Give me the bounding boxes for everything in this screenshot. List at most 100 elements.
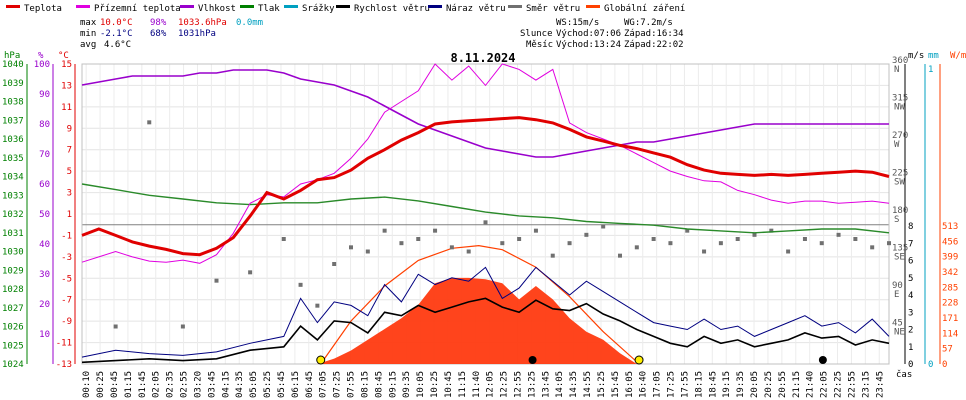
x-tick-label: 05:05: [249, 371, 259, 398]
legend-swatch-naraz-vetru: [428, 5, 442, 8]
x-tick-label: 07:25: [333, 371, 343, 398]
pressure-tick-label: 1025: [2, 341, 24, 351]
wind-direction-point: [702, 249, 707, 254]
solar-radiation-area: [317, 277, 637, 364]
legend-swatch-prizemni-teplota: [76, 5, 90, 8]
x-tick-label: 04:35: [235, 371, 245, 398]
humidity-tick-label: 80: [39, 120, 50, 130]
humidity-tick-label: 20: [39, 300, 50, 310]
legend-label-srazky: Srážky: [302, 4, 335, 14]
stats-min-label: min: [80, 29, 96, 39]
stats-avg-temp: 4.6°C: [104, 40, 131, 50]
pressure-tick-label: 1024: [2, 360, 24, 370]
wind-direction-point: [349, 245, 353, 250]
wind-tick-label: 1: [908, 343, 913, 353]
x-tick-label: 16:40: [639, 371, 649, 398]
moon-set: Západ:22:02: [624, 40, 684, 50]
wind-direction-point: [584, 232, 589, 237]
legend-swatch-tlak: [240, 5, 254, 8]
wind-direction-point: [769, 228, 774, 233]
temp-tick-label: 1: [67, 210, 72, 220]
wind-direction-point: [113, 324, 118, 329]
wind-direction-point: [887, 241, 891, 246]
ground-temperature-line: [81, 63, 890, 264]
x-tick-label: 00:25: [96, 371, 106, 398]
solar-tick-label: 228: [942, 299, 958, 309]
stats-block: max 10.0°C 98% 1033.6hPa 0.0mm min -2.1°…: [80, 18, 263, 50]
unit-pct: %: [38, 51, 44, 61]
winddir-tick-label: N: [894, 65, 899, 75]
wind-direction-point: [500, 241, 505, 246]
wind-tick-label: 8: [908, 222, 913, 232]
temp-tick-label: 3: [67, 189, 72, 199]
astro-info: WS:15m/s WG:7.2m/s Slunce Východ:07:06 Z…: [520, 18, 684, 50]
unit-mm: mm: [928, 51, 939, 61]
legend-label-globalni-zareni: Globální záření: [604, 4, 685, 14]
sun-label: Slunce: [520, 29, 553, 39]
legend-swatch-smer-vetru: [508, 5, 522, 8]
unit-degc: °C: [58, 51, 69, 61]
pressure-tick-label: 1040: [2, 60, 24, 70]
solar-tick-label: 399: [942, 253, 958, 263]
winddir-tick-label: S: [894, 215, 899, 225]
humidity-tick-label: 40: [39, 240, 50, 250]
legend-swatch-teplota: [6, 5, 20, 8]
wind-direction-point: [365, 249, 370, 254]
sun-marker: [634, 355, 644, 365]
solar-tick-label: 0: [942, 360, 947, 370]
temp-tick-label: 7: [67, 146, 72, 156]
wind-direction-point: [315, 303, 320, 308]
pressure-tick-label: 1032: [2, 210, 24, 220]
wind-direction-point: [870, 245, 875, 250]
x-tick-label: 19:15: [722, 371, 732, 398]
pressure-tick-label: 1037: [2, 116, 24, 126]
pressure-line: [81, 183, 890, 234]
unit-wm2: W/m²: [950, 51, 966, 61]
x-tick-label: 16:05: [625, 371, 635, 398]
x-tick-label: 02:05: [152, 371, 162, 398]
wind-direction-point: [550, 253, 555, 258]
legend-label-tlak: Tlak: [258, 4, 280, 14]
axis-unit-headers: hPa % °C m/s mm W/m² čas: [4, 51, 966, 380]
humidity-line: [81, 69, 889, 158]
unit-ms: m/s: [908, 51, 924, 61]
x-tick-label: 18:45: [708, 371, 718, 398]
moon-label: Měsíc: [526, 40, 553, 50]
winddir-tick-label: NE: [894, 328, 905, 338]
wind-direction-point: [517, 237, 522, 241]
solar-tick-label: 57: [942, 345, 953, 355]
x-tick-label: 13:45: [541, 371, 551, 398]
moon-marker: [528, 356, 537, 364]
x-tick-label: 05:25: [263, 371, 273, 398]
x-tick-label: 10:05: [416, 371, 426, 398]
legend: Teplota Přízemní teplota Vlhkost Tlak Sr…: [6, 4, 685, 14]
x-tick-label: 19:35: [736, 371, 746, 398]
x-tick-label: 15:25: [597, 371, 607, 398]
unit-time: čas: [896, 369, 912, 380]
winddir-tick-value: 315: [892, 94, 908, 104]
wind-ws: WS:15m/s: [556, 18, 599, 28]
x-tick-label: 17:55: [680, 371, 690, 398]
wind-direction-point: [433, 228, 438, 233]
wind-tick-label: 4: [908, 291, 913, 301]
solar-max-curve: [320, 244, 640, 365]
wind-wg: WG:7.2m/s: [624, 18, 673, 28]
temp-tick-label: 13: [61, 81, 72, 91]
wind-direction-point: [601, 224, 606, 229]
solar-tick-label: 285: [942, 283, 958, 293]
temp-tick-label: -9: [61, 317, 72, 327]
x-tick-label: 03:20: [193, 371, 203, 398]
x-tick-label: 07:55: [347, 371, 357, 398]
wind-tick-label: 5: [908, 274, 913, 284]
wind-direction-point: [836, 232, 841, 237]
stats-min-press: 1031hPa: [178, 29, 216, 39]
x-tick-label: 15:45: [611, 371, 621, 398]
pressure-tick-label: 1034: [2, 173, 24, 183]
x-tick-label: 07:05: [319, 371, 329, 398]
temp-tick-label: -3: [61, 253, 72, 263]
x-tick-label: 21:15: [792, 371, 802, 398]
pressure-tick-label: 1030: [2, 248, 24, 258]
x-tick-label: 01:45: [138, 371, 148, 398]
sun-rise: Východ:07:06: [556, 29, 621, 39]
